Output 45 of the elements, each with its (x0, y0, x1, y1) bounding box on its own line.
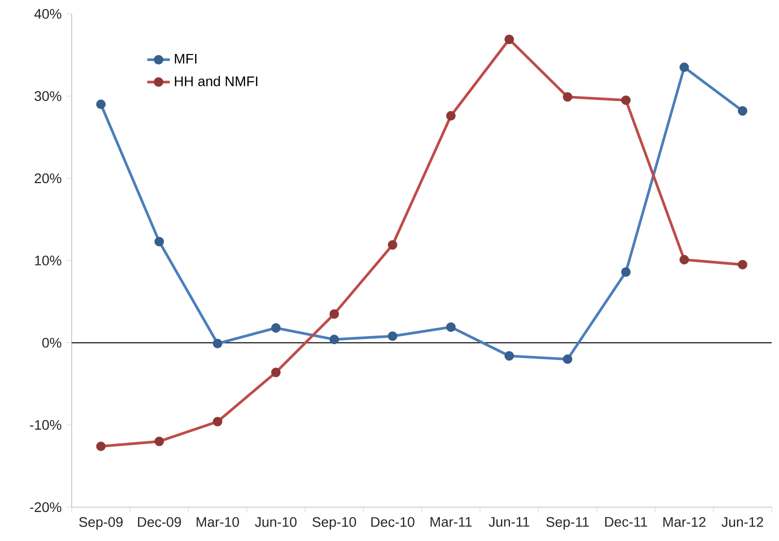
x-tick-label: Dec-11 (605, 517, 648, 527)
point (388, 240, 398, 250)
point (96, 100, 106, 110)
point (679, 62, 689, 72)
point (271, 323, 281, 333)
y-tick-label: 40% (34, 9, 62, 19)
x-tick-label: Mar-10 (196, 517, 239, 528)
point (96, 442, 106, 452)
x-tick-label: Jun-12 (722, 517, 764, 528)
point (388, 331, 398, 341)
point (738, 106, 748, 116)
point (154, 236, 164, 246)
y-tick-label: 0% (42, 338, 62, 348)
x-tick-label: Sep-09 (79, 517, 123, 530)
legend-label: HH and NMFI (174, 76, 258, 86)
point (329, 309, 339, 319)
x-tick-label: Dec-09 (138, 517, 181, 528)
y-tick-label: -20% (30, 502, 62, 512)
y-tick-label: -10% (30, 420, 62, 430)
point (446, 111, 456, 121)
point (679, 255, 689, 265)
y-tick-label: 20% (34, 173, 62, 184)
point (504, 34, 514, 44)
point (212, 338, 222, 348)
point (621, 96, 631, 106)
y-tick-label: 30% (34, 91, 62, 102)
point (154, 436, 164, 446)
point (738, 260, 748, 270)
point (329, 334, 339, 344)
x-tick-label: Dec-10 (371, 517, 414, 528)
y-tick-label: 10% (35, 256, 62, 266)
x-tick-label: Jun-10 (254, 517, 297, 528)
x-tick-label: Jun-11 (488, 517, 530, 527)
point (212, 416, 222, 426)
point (621, 267, 631, 277)
point (504, 351, 514, 361)
point (562, 354, 572, 364)
point (271, 368, 281, 378)
legend-label: MFI (174, 54, 196, 64)
point (446, 322, 456, 332)
x-tick-label: Mar-11 (430, 517, 472, 527)
point (562, 92, 572, 102)
x-tick-label: Mar-12 (663, 517, 706, 528)
x-tick-label: Sep-11 (546, 517, 589, 530)
x-tick-label: Sep-10 (312, 517, 356, 530)
